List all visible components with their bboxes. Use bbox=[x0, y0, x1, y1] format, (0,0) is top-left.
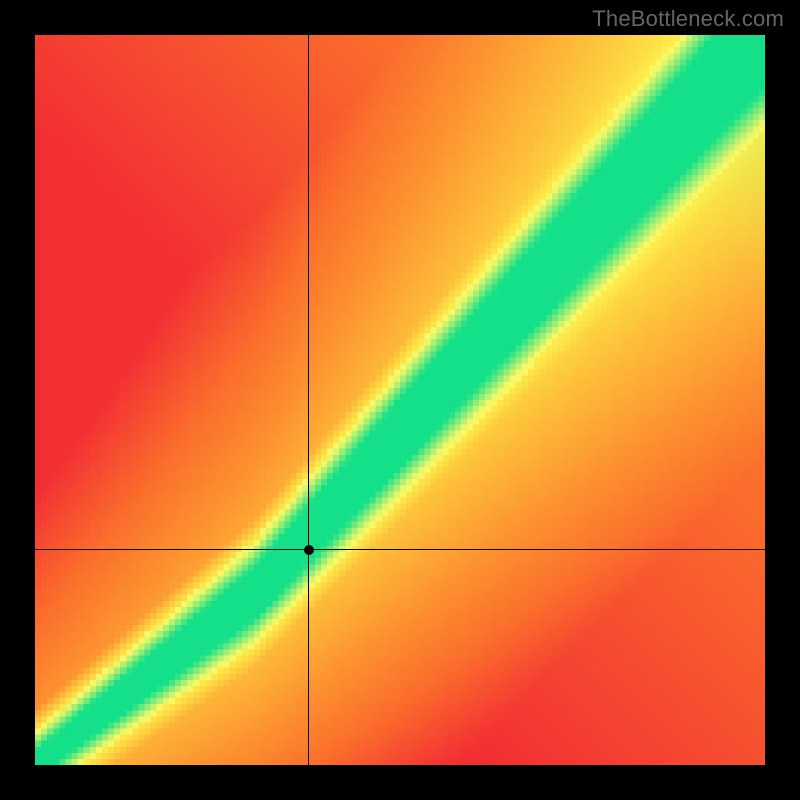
crosshair-marker bbox=[304, 545, 314, 555]
chart-container: TheBottleneck.com bbox=[0, 0, 800, 800]
crosshair-vertical bbox=[308, 35, 309, 765]
watermark-text: TheBottleneck.com bbox=[592, 6, 784, 32]
crosshair-horizontal bbox=[35, 549, 765, 550]
bottleneck-heatmap bbox=[35, 35, 765, 765]
